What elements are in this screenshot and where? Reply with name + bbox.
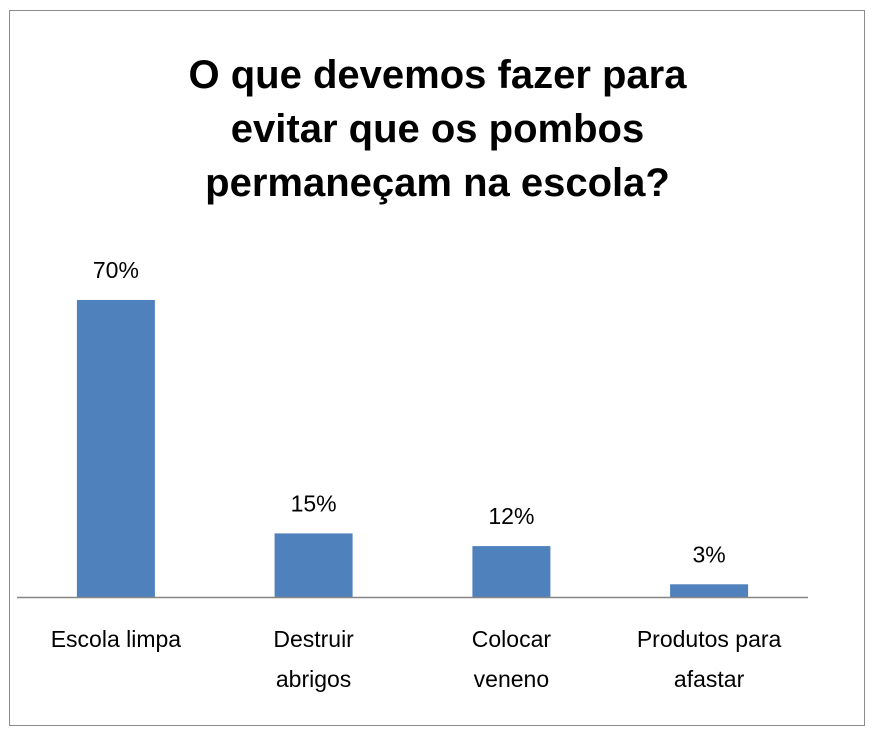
- x-tick-label-3: Colocar veneno: [472, 626, 552, 692]
- data-label-2: 15%: [291, 490, 337, 516]
- x-tick-label-4: Produtos para afastar: [637, 626, 782, 692]
- x-tick-label-1: Escola limpa: [51, 626, 182, 652]
- bar-1: [76, 300, 155, 597]
- chart-title: O que devemos fazer para evitar que os p…: [188, 53, 687, 205]
- data-label-3: 12%: [488, 503, 534, 529]
- bar-3: [472, 546, 551, 597]
- bar-4: [670, 584, 749, 597]
- data-label-4: 3%: [692, 541, 725, 567]
- data-label-1: 70%: [93, 257, 139, 283]
- bar-2: [274, 533, 353, 597]
- x-tick-label-2: Destruir abrigos: [273, 626, 354, 692]
